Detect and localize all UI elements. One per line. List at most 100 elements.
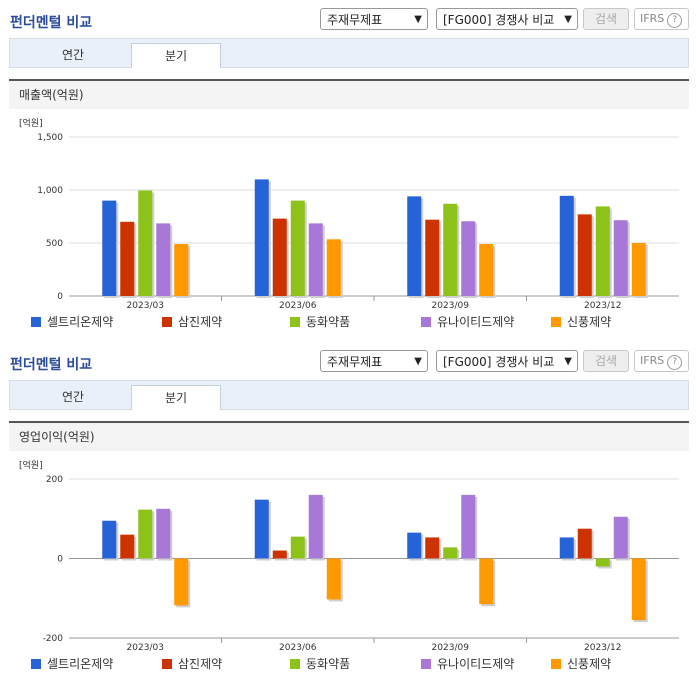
x-tick-label: 2023/03	[127, 301, 164, 311]
legend-label: 삼진제약	[178, 315, 223, 329]
bar	[613, 220, 628, 296]
chart-title: 매출액(억원)	[9, 79, 689, 109]
chevron-down-icon: ▼	[414, 356, 422, 367]
tab-annual[interactable]: 연간	[61, 48, 85, 62]
legend-label: 유나이티드제약	[437, 657, 515, 671]
period-tabs: 연간 분기	[9, 38, 689, 68]
legend-swatch	[31, 317, 41, 327]
legend-item[interactable]: 신풍제약	[551, 313, 611, 330]
operating-profit-legend: 셀트리온제약 삼진제약 동화약품 유나이티드제약 신풍제약	[9, 655, 689, 673]
legend-item[interactable]: 동화약품	[290, 655, 350, 672]
y-tick-label: 0	[57, 292, 63, 302]
legend-swatch	[421, 659, 431, 669]
search-button[interactable]: 검색	[583, 350, 629, 372]
legend-swatch	[290, 317, 300, 327]
tab-quarterly[interactable]: 분기	[131, 43, 221, 68]
y-tick-label: 1,000	[37, 186, 63, 196]
legend-item[interactable]: 셀트리온제약	[31, 313, 113, 330]
bar	[577, 528, 592, 559]
legend-label: 셀트리온제약	[47, 657, 114, 671]
bar	[425, 537, 440, 559]
bar	[559, 537, 574, 559]
legend-swatch	[290, 659, 300, 669]
bar	[308, 494, 323, 559]
tab-quarterly[interactable]: 분기	[131, 385, 221, 410]
bar	[138, 190, 153, 296]
x-tick-label: 2023/12	[584, 301, 621, 311]
legend-label: 셀트리온제약	[47, 315, 114, 329]
x-tick-label: 2023/09	[432, 643, 470, 653]
x-tick-label: 2023/09	[432, 301, 470, 311]
revenue-legend: 셀트리온제약 삼진제약 동화약품 유나이티드제약 신풍제약	[9, 313, 689, 331]
chevron-down-icon: ▼	[414, 14, 422, 25]
statement-select[interactable]: 주재무제표 ▼	[320, 350, 428, 372]
chevron-down-icon: ▼	[564, 356, 572, 367]
help-icon[interactable]: ?	[667, 13, 683, 28]
compare-select[interactable]: [FG000] 경쟁사 비교 ▼	[436, 8, 578, 30]
bar	[272, 550, 287, 559]
bar	[254, 179, 269, 296]
legend-swatch	[31, 659, 41, 669]
legend-item[interactable]: 셀트리온제약	[31, 655, 113, 672]
legend-item[interactable]: 삼진제약	[162, 655, 222, 672]
legend-swatch	[162, 317, 172, 327]
compare-select[interactable]: [FG000] 경쟁사 비교 ▼	[436, 350, 578, 372]
page-title: 펀더멘털 비교	[10, 15, 93, 31]
bar	[326, 239, 341, 296]
legend-item[interactable]: 동화약품	[290, 313, 350, 330]
bar	[613, 516, 628, 559]
bar	[479, 558, 494, 605]
legend-swatch	[162, 659, 172, 669]
tab-annual[interactable]: 연간	[61, 390, 85, 404]
x-tick-label: 2023/06	[279, 301, 317, 311]
toolbar: 펀더멘털 비교 주재무제표 ▼ [FG000] 경쟁사 비교 ▼ 검색 IFRS?	[0, 342, 696, 380]
bar	[156, 508, 171, 559]
legend-label: 삼진제약	[178, 657, 223, 671]
bar	[174, 244, 189, 296]
legend-swatch	[551, 659, 561, 669]
bar	[443, 203, 458, 296]
statement-select-value: 주재무제표	[327, 13, 383, 27]
statement-select[interactable]: 주재무제표 ▼	[320, 8, 428, 30]
legend-item[interactable]: 유나이티드제약	[421, 313, 514, 330]
bar	[156, 223, 171, 296]
bar	[326, 558, 341, 600]
bar	[595, 206, 610, 296]
bar	[425, 219, 440, 296]
bar	[290, 536, 305, 559]
bar	[407, 196, 422, 296]
unit-label: [억원]	[19, 459, 43, 471]
bar	[102, 200, 117, 296]
help-icon[interactable]: ?	[667, 355, 683, 370]
ifrs-button[interactable]: IFRS?	[634, 8, 689, 30]
legend-item[interactable]: 신풍제약	[551, 655, 611, 672]
legend-label: 신풍제약	[567, 657, 612, 671]
x-tick-label: 2023/03	[127, 643, 164, 653]
bar	[290, 200, 305, 296]
bar	[308, 223, 323, 296]
y-tick-label: 1,500	[37, 133, 63, 143]
page-title: 펀더멘털 비교	[10, 357, 93, 373]
x-tick-label: 2023/12	[584, 643, 621, 653]
search-button[interactable]: 검색	[583, 8, 629, 30]
bar	[577, 214, 592, 296]
compare-select-value: [FG000] 경쟁사 비교	[443, 13, 555, 27]
ifrs-button[interactable]: IFRS?	[634, 350, 689, 372]
legend-item[interactable]: 유나이티드제약	[421, 655, 514, 672]
y-tick-label: -200	[43, 634, 64, 644]
legend-item[interactable]: 삼진제약	[162, 313, 222, 330]
bar	[120, 221, 135, 296]
ifrs-label: IFRS	[640, 12, 665, 25]
operating-profit-chart: [억원] -200 0 200 2023/03 2023/06 2023/09 2023/12	[19, 459, 679, 653]
bar	[138, 509, 153, 559]
bar	[559, 195, 574, 296]
bar	[631, 558, 646, 621]
bar	[120, 534, 135, 559]
bar	[595, 558, 610, 567]
unit-label: [억원]	[19, 117, 43, 129]
chart-title: 영업이익(억원)	[9, 421, 689, 451]
bar	[631, 243, 646, 296]
compare-select-value: [FG000] 경쟁사 비교	[443, 355, 555, 369]
bar	[272, 218, 287, 296]
legend-swatch	[421, 317, 431, 327]
